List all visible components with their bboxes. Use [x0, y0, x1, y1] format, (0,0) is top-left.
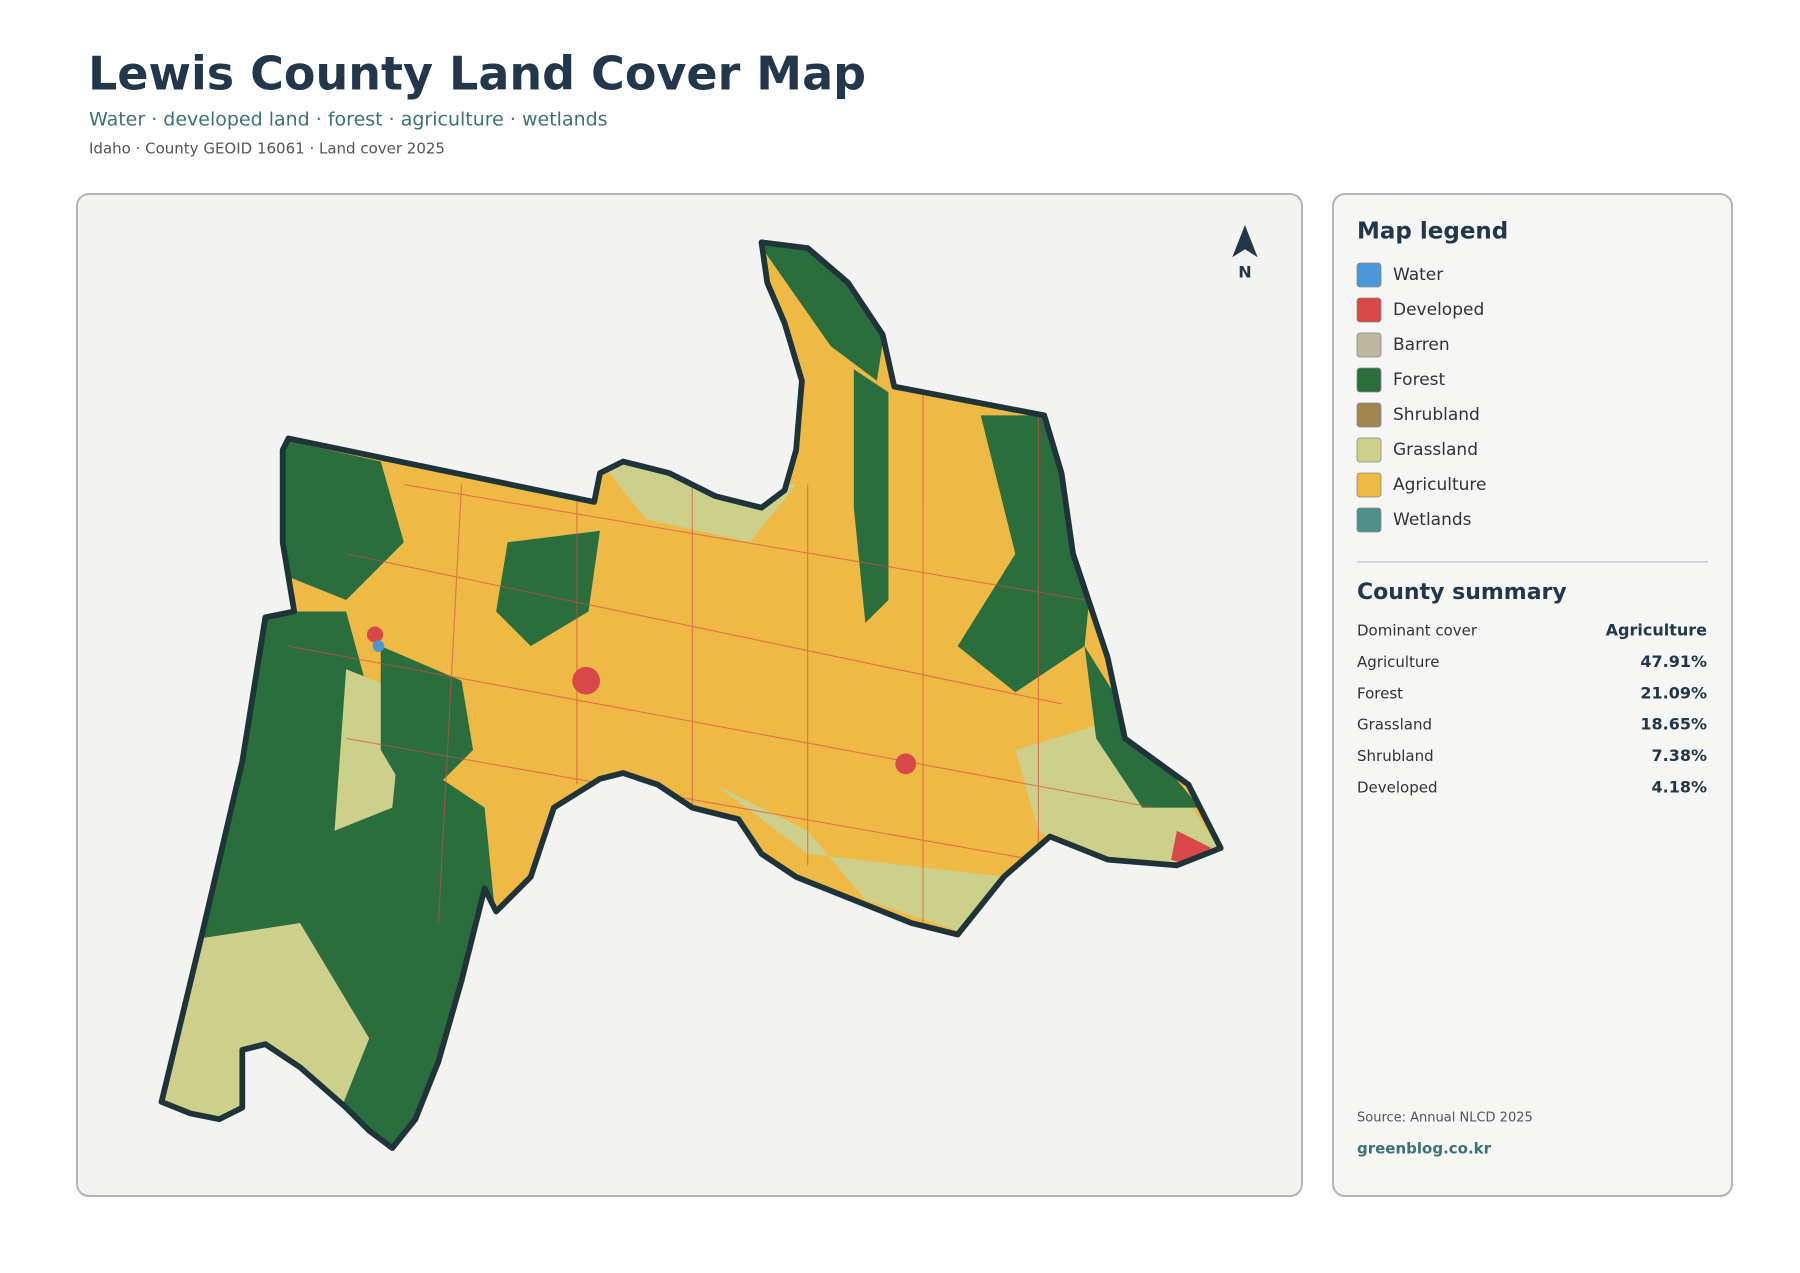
- legend-label: Barren: [1393, 335, 1450, 355]
- summary-value: 47.91%: [1640, 652, 1707, 671]
- summary-label: Forest: [1357, 684, 1403, 702]
- summary-label: Developed: [1357, 779, 1438, 797]
- legend-swatch: [1356, 402, 1382, 428]
- legend-swatch: [1356, 262, 1382, 288]
- north-arrow: [1232, 224, 1258, 258]
- summary-label: Dominant cover: [1357, 622, 1478, 640]
- subtitle: Water · developed land · forest · agricu…: [89, 109, 608, 131]
- north-label: N: [1238, 263, 1251, 282]
- legend-label: Wetlands: [1393, 510, 1472, 530]
- summary-value: 18.65%: [1640, 715, 1707, 734]
- legend-swatch: [1356, 507, 1382, 533]
- side-panel: [1332, 193, 1733, 1197]
- legend-label: Grassland: [1393, 440, 1478, 460]
- legend-label: Shrubland: [1393, 405, 1480, 425]
- title: Lewis County Land Cover Map: [88, 47, 866, 101]
- summary-value: Agriculture: [1606, 621, 1708, 640]
- legend-title: Map legend: [1357, 219, 1508, 245]
- legend-swatch: [1356, 332, 1382, 358]
- legend: Water Developed Barren Forest Shrubland Grass…: [1356, 262, 1487, 533]
- legend-swatch: [1356, 472, 1382, 498]
- legend-label: Developed: [1393, 300, 1484, 320]
- summary-title: County summary: [1357, 580, 1567, 605]
- summary-value: 4.18%: [1651, 778, 1707, 797]
- summary-value: 7.38%: [1651, 746, 1707, 765]
- summary-value: 21.09%: [1640, 683, 1707, 702]
- summary-label: Shrubland: [1357, 747, 1434, 765]
- legend-label: Water: [1393, 265, 1443, 285]
- site: greenblog.co.kr: [1357, 1140, 1492, 1158]
- legend-label: Forest: [1393, 370, 1446, 390]
- legend-label: Agriculture: [1393, 475, 1487, 495]
- summary-label: Agriculture: [1357, 653, 1440, 671]
- summary-label: Grassland: [1357, 716, 1432, 734]
- meta: Idaho · County GEOID 16061 · Land cover …: [89, 140, 445, 158]
- legend-swatch: [1356, 437, 1382, 463]
- legend-swatch: [1356, 297, 1382, 323]
- summary: Dominant cover Agriculture Agriculture 47.9…: [1357, 621, 1707, 797]
- legend-swatch: [1356, 367, 1382, 393]
- source: Source: Annual NLCD 2025: [1357, 1111, 1533, 1126]
